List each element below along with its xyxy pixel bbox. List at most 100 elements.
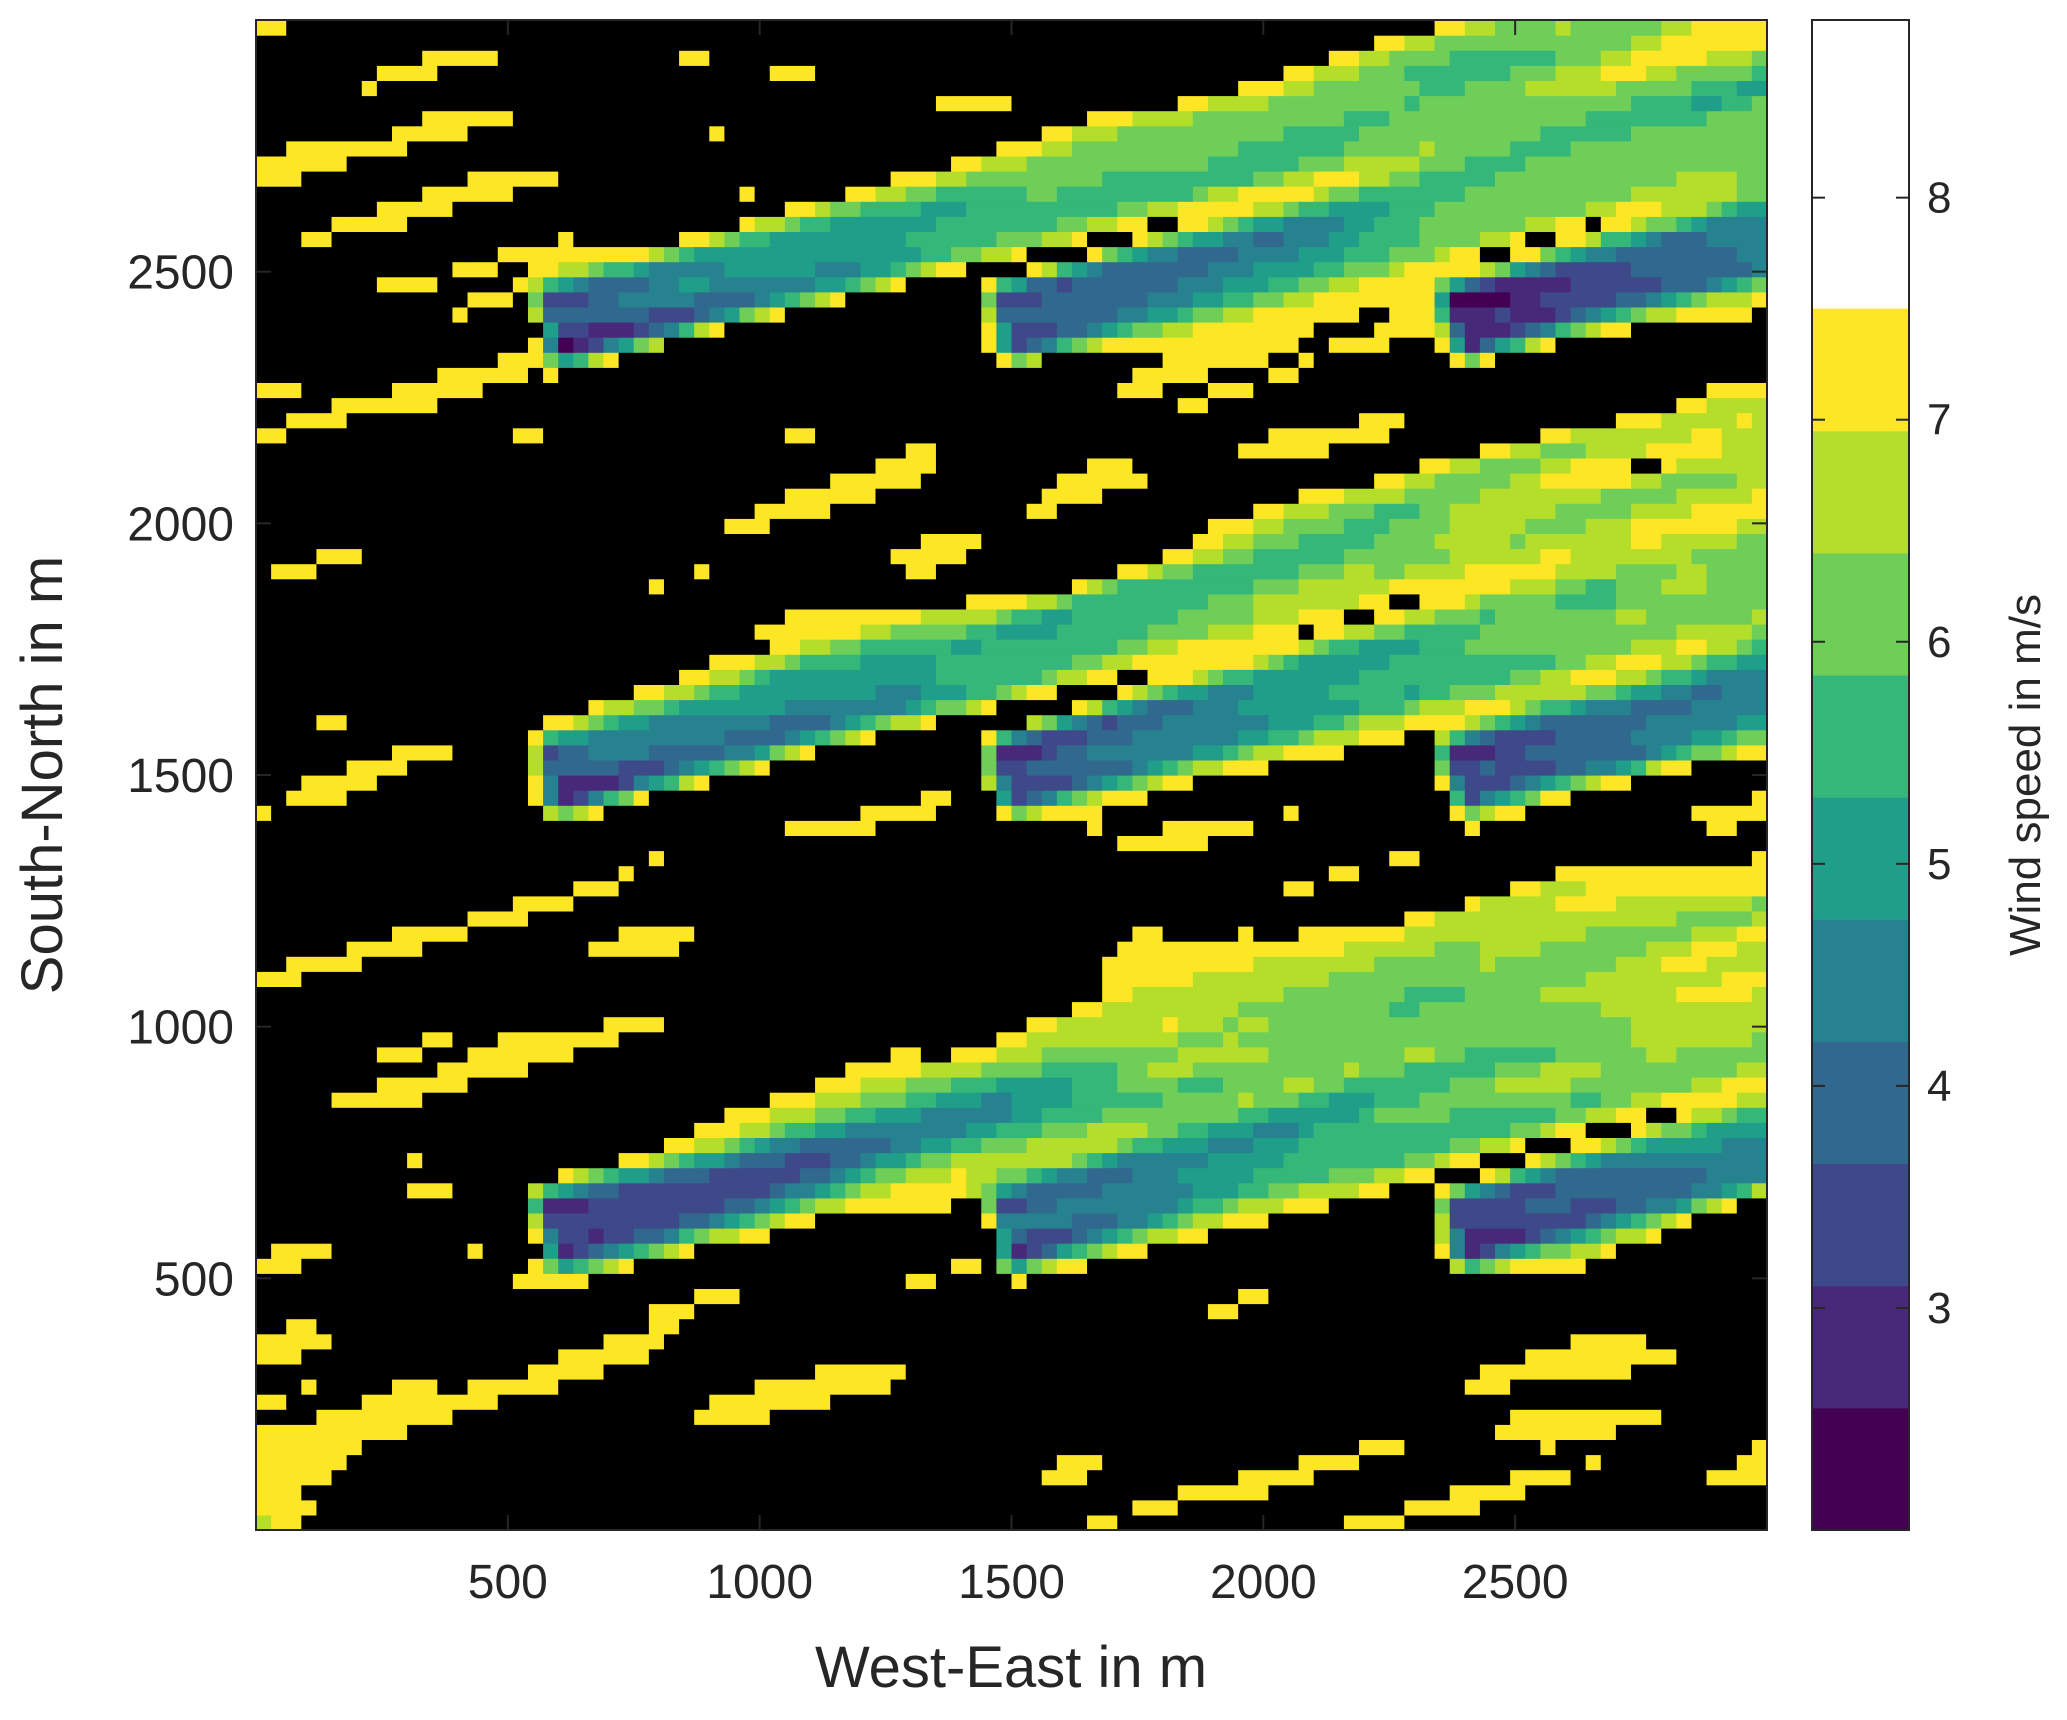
contour-cell — [1510, 442, 1541, 459]
contour-cell — [1615, 1107, 1647, 1123]
contour-cell — [769, 1243, 877, 1259]
contour-cell — [1585, 231, 1602, 248]
contour-cell — [527, 1197, 544, 1214]
contour-cell — [452, 669, 484, 685]
contour-cell — [1646, 231, 1662, 248]
contour-cell — [331, 1092, 423, 1108]
contour-cell — [512, 714, 544, 731]
contour-cell — [1087, 1243, 1103, 1259]
contour-cell — [1343, 140, 1421, 157]
contour-cell — [1359, 397, 1496, 414]
contour-cell — [346, 759, 408, 776]
contour-cell — [376, 910, 469, 927]
contour-cell — [603, 50, 680, 66]
contour-cell — [1253, 593, 1360, 610]
contour-cell — [1510, 246, 1541, 263]
contour-cell — [648, 1243, 665, 1259]
contour-cell — [1510, 322, 1526, 338]
contour-cell — [996, 699, 1073, 716]
contour-cell — [603, 1379, 710, 1395]
contour-cell — [1011, 1107, 1043, 1123]
contour-cell — [1056, 216, 1088, 232]
contour-cell — [1449, 1212, 1587, 1229]
contour-cell — [784, 201, 816, 217]
contour-cell — [951, 276, 982, 293]
contour-cell — [467, 1379, 559, 1395]
contour-cell — [407, 759, 438, 776]
contour-cell — [1676, 1409, 1767, 1425]
contour-cell — [1132, 1484, 1179, 1501]
contour-cell — [709, 1394, 831, 1410]
contour-cell — [1359, 669, 1511, 685]
contour-cell — [1419, 216, 1526, 232]
contour-cell — [860, 835, 967, 852]
contour-cell — [1359, 276, 1436, 293]
contour-cell — [558, 322, 590, 338]
contour-cell — [784, 291, 801, 308]
contour-cell — [1253, 201, 1285, 217]
contour-cell — [603, 1439, 786, 1456]
contour-cell — [1087, 775, 1103, 791]
contour-cell — [331, 397, 438, 414]
contour-cell — [558, 1152, 620, 1169]
contour-cell — [1540, 548, 1572, 565]
contour-cell — [558, 1348, 650, 1365]
contour-cell — [996, 820, 1088, 836]
contour-cell — [1585, 518, 1632, 534]
contour-cell — [467, 1092, 559, 1108]
contour-cell — [739, 186, 756, 202]
contour-cell — [286, 593, 680, 610]
contour-cell — [1540, 790, 1572, 806]
contour-cell — [739, 1333, 846, 1350]
contour-cell — [256, 1258, 302, 1274]
contour-cell — [1434, 1167, 1481, 1184]
contour-cell — [679, 276, 710, 293]
contour-cell — [1223, 488, 1300, 504]
contour-cell — [573, 1258, 590, 1274]
contour-cell — [558, 518, 726, 534]
contour-cell — [966, 835, 1118, 852]
contour-cell — [316, 1363, 363, 1380]
contour-cell — [1615, 563, 1677, 580]
contour-cell — [1056, 1394, 1118, 1410]
contour-cell — [1162, 322, 1194, 338]
contour-cell — [467, 926, 499, 942]
contour-cell — [316, 1318, 423, 1335]
contour-cell — [799, 140, 997, 157]
contour-cell — [739, 759, 756, 776]
contour-cell — [648, 775, 665, 791]
contour-cell — [1011, 1228, 1028, 1244]
contour-cell — [512, 427, 544, 444]
contour-cell — [1026, 1137, 1118, 1154]
contour-cell — [966, 548, 1088, 565]
contour-cell — [1706, 1243, 1738, 1259]
contour-cell — [1631, 518, 1738, 534]
contour-cell — [256, 880, 302, 897]
contour-cell — [1540, 1228, 1557, 1244]
contour-cell — [1434, 533, 1511, 550]
contour-cell — [1253, 533, 1300, 550]
contour-cell — [1691, 759, 1767, 776]
contour-cell — [603, 1363, 635, 1380]
contour-cell — [256, 367, 408, 383]
contour-cell — [497, 1031, 620, 1048]
contour-cell — [467, 1243, 484, 1259]
contour-cell — [301, 971, 363, 987]
contour-cell — [1464, 155, 1526, 172]
contour-cell — [316, 442, 559, 459]
contour-cell — [1087, 729, 1133, 746]
contour-cell — [1253, 669, 1360, 685]
contour-cell — [1283, 216, 1345, 232]
contour-cell — [679, 759, 695, 776]
contour-cell — [754, 865, 1028, 882]
contour-cell — [1706, 216, 1767, 232]
contour-cell — [1631, 216, 1647, 232]
contour-cell — [558, 50, 574, 66]
contour-cell — [543, 1061, 710, 1078]
contour-cell — [1434, 941, 1481, 957]
contour-cell — [376, 65, 438, 81]
contour-cell — [1736, 1061, 1767, 1078]
y-tick-label: 500 — [154, 1253, 234, 1306]
contour-cell — [996, 276, 1013, 293]
contour-cell — [331, 20, 499, 36]
